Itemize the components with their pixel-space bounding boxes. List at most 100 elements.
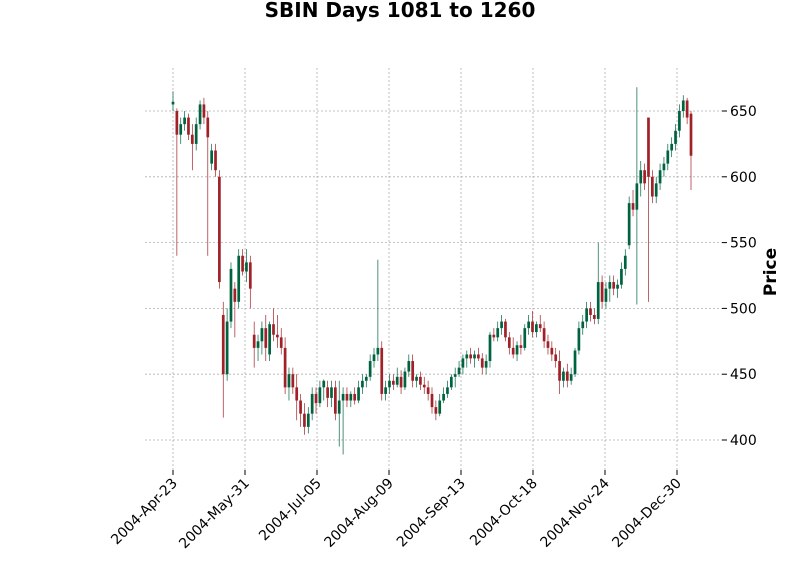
candle-body-up bbox=[210, 150, 214, 164]
candle-body-down bbox=[326, 387, 329, 398]
candle-body-down bbox=[565, 371, 569, 381]
candle-body-up bbox=[596, 282, 600, 319]
candle-body-up bbox=[388, 380, 391, 388]
candle-body-up bbox=[635, 183, 639, 210]
candle-body-down bbox=[206, 117, 210, 138]
candle-body-up bbox=[581, 321, 585, 329]
candles bbox=[171, 87, 693, 455]
candle-body-up bbox=[349, 393, 353, 401]
candle-body-up bbox=[535, 324, 538, 333]
candle-body-down bbox=[202, 104, 206, 118]
candle-body-down bbox=[221, 314, 225, 375]
candle-body-down bbox=[419, 376, 422, 385]
candle-body-down bbox=[291, 374, 295, 388]
candle-body-down bbox=[507, 337, 511, 348]
candle-body-down bbox=[643, 170, 646, 184]
candle-body-down bbox=[558, 361, 561, 381]
candle-body-up bbox=[523, 328, 527, 348]
candle-body-up bbox=[357, 387, 360, 401]
candle-body-down bbox=[469, 354, 473, 359]
candle-body-up bbox=[415, 376, 418, 381]
y-tick-label: 500 bbox=[730, 301, 757, 317]
chart-title: SBIN Days 1081 to 1260 bbox=[265, 0, 536, 22]
x-tick-label: 2004-May-31 bbox=[176, 476, 253, 553]
candle-body-up bbox=[438, 400, 442, 414]
candle-body-up bbox=[372, 354, 376, 362]
candle-body-down bbox=[589, 308, 592, 315]
candle-body-down bbox=[264, 328, 268, 348]
y-tick-label: 450 bbox=[730, 367, 757, 383]
candle-body-down bbox=[314, 393, 318, 404]
candle-body-up bbox=[395, 376, 399, 385]
candle-body-up bbox=[670, 143, 674, 151]
candle-body-down bbox=[276, 334, 279, 338]
x-tick-label: 2004-Sep-13 bbox=[394, 476, 469, 551]
candle-body-down bbox=[546, 341, 550, 348]
candle-body-down bbox=[190, 134, 194, 144]
candle-body-down bbox=[600, 282, 604, 302]
candle-body-up bbox=[577, 328, 581, 351]
candle-body-down bbox=[345, 393, 349, 401]
y-axis-label: Price bbox=[761, 248, 781, 296]
candle-body-down bbox=[480, 358, 484, 368]
candle-body-down bbox=[492, 334, 496, 338]
candle-body-down bbox=[650, 176, 654, 197]
candle-body-up bbox=[620, 268, 623, 285]
candle-body-down bbox=[218, 176, 221, 283]
candle-body-up bbox=[678, 111, 681, 131]
candle-body-down bbox=[612, 282, 616, 289]
candle-body-down bbox=[477, 354, 480, 359]
x-tick-label: 2004-Apr-23 bbox=[108, 476, 181, 549]
candle-body-up bbox=[237, 255, 241, 302]
candle-body-down bbox=[685, 100, 689, 118]
y-tick-label: 650 bbox=[730, 104, 757, 120]
candle-body-down bbox=[214, 150, 217, 171]
candle-body-up bbox=[608, 282, 612, 289]
candle-body-down bbox=[593, 314, 596, 319]
candle-body-up bbox=[627, 203, 631, 246]
candle-body-up bbox=[639, 170, 643, 184]
candle-body-up bbox=[171, 101, 175, 105]
candle-body-up bbox=[183, 117, 186, 125]
candle-body-down bbox=[550, 347, 554, 355]
candle-body-up bbox=[229, 268, 233, 322]
candle-body-down bbox=[353, 393, 357, 401]
candle-body-up bbox=[658, 170, 662, 184]
candle-body-down bbox=[504, 321, 507, 338]
candle-body-up bbox=[198, 104, 202, 125]
candle-body-down bbox=[391, 380, 395, 385]
candle-body-down bbox=[248, 262, 252, 289]
candle-body-down bbox=[631, 203, 635, 210]
candle-body-up bbox=[403, 371, 407, 388]
candle-body-down bbox=[554, 354, 558, 362]
candle-body-up bbox=[569, 374, 573, 381]
y-tick-label: 550 bbox=[730, 236, 757, 252]
candle-body-down bbox=[380, 347, 384, 394]
candle-body-up bbox=[666, 150, 670, 164]
candle-body-down bbox=[233, 288, 237, 302]
candle-body-down bbox=[542, 328, 546, 342]
candle-body-up bbox=[384, 387, 387, 394]
candle-body-down bbox=[279, 337, 283, 348]
x-tick-label: 2004-Aug-09 bbox=[321, 476, 396, 551]
candle-body-up bbox=[461, 358, 465, 368]
candle-body-up bbox=[318, 387, 322, 404]
candle-body-down bbox=[531, 321, 534, 333]
candle-body-up bbox=[616, 284, 619, 289]
candle-body-up bbox=[527, 321, 530, 329]
candle-body-down bbox=[426, 387, 430, 394]
candle-body-down bbox=[299, 400, 302, 414]
candle-body-up bbox=[306, 413, 310, 427]
grid bbox=[145, 68, 722, 470]
y-tick-label: 600 bbox=[730, 170, 757, 186]
candle-body-down bbox=[519, 345, 523, 348]
candle-body-down bbox=[187, 117, 190, 135]
candle-body-up bbox=[496, 328, 500, 338]
candle-body-up bbox=[287, 374, 291, 388]
candle-body-up bbox=[260, 328, 264, 342]
candle-body-up bbox=[449, 376, 453, 388]
candle-body-up bbox=[310, 393, 314, 414]
candle-body-up bbox=[368, 361, 372, 377]
candle-body-up bbox=[341, 393, 345, 401]
